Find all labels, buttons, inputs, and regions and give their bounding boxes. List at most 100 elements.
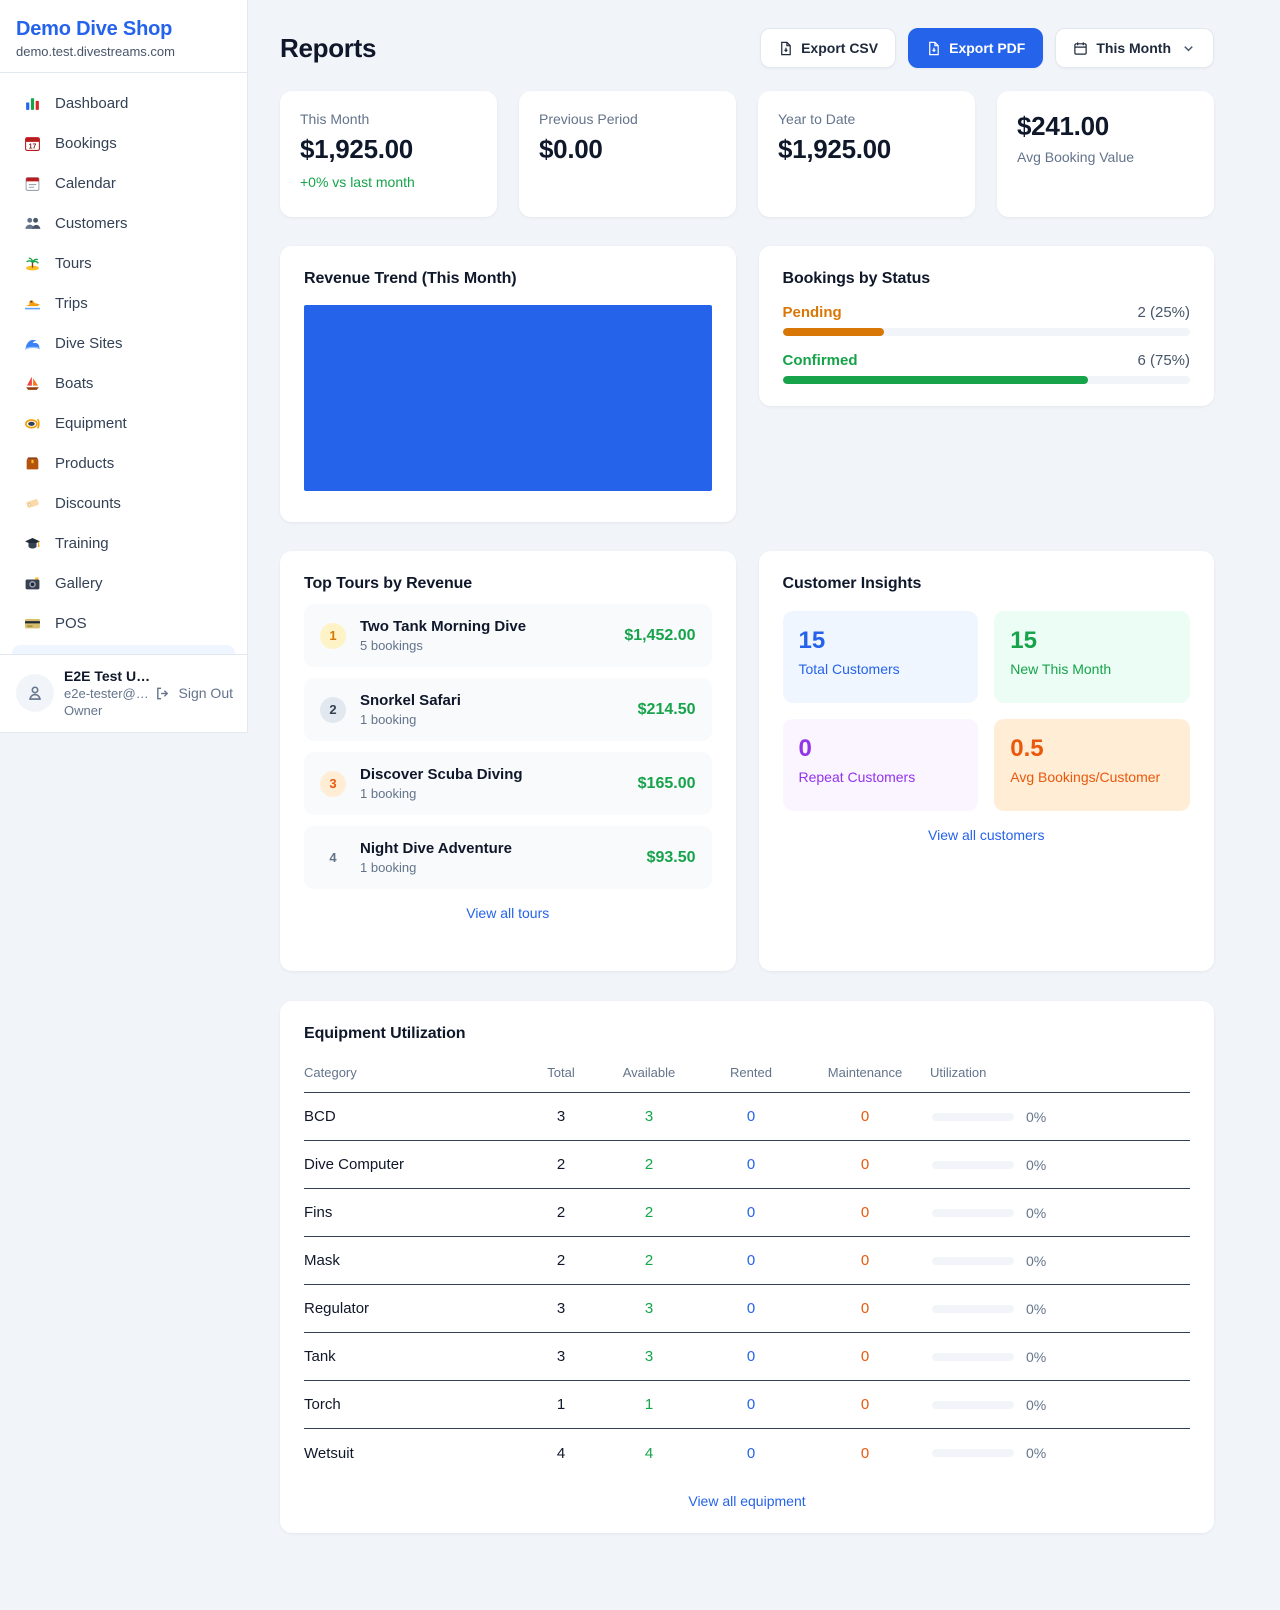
shop-name[interactable]: Demo Dive Shop (16, 18, 173, 40)
table-row: BCD 3 3 0 0 0% (304, 1093, 1190, 1141)
sidebar-nav: Dashboard 17 Bookings Calendar Customers Tour… (0, 73, 247, 643)
sidebar-item-label: Products (55, 454, 115, 472)
export-pdf-label: Export PDF (949, 40, 1026, 56)
tour-bookings: 1 booking (360, 712, 417, 727)
sidebar-item-calendar[interactable]: Calendar (12, 163, 235, 203)
cell-rented: 0 (746, 1300, 756, 1317)
table-row: Torch 1 1 0 0 0% (304, 1381, 1190, 1429)
tour-item-night-dive-adventure: 4 Night Dive Adventure 1 booking $93.50 (304, 826, 712, 889)
tour-item-two-tank-morning-dive: 1 Two Tank Morning Dive 5 bookings $1,452.0… (304, 604, 712, 667)
sidebar-item-reports-active-partial[interactable] (12, 645, 235, 654)
sidebar-item-discounts[interactable]: Discounts (12, 483, 235, 523)
sidebar-item-pos[interactable]: POS (12, 603, 235, 643)
utilization-percent: 0% (1026, 1396, 1047, 1413)
island-icon (22, 254, 42, 272)
stat-label: This Month (300, 111, 370, 127)
sidebar-item-dashboard[interactable]: Dashboard (12, 83, 235, 123)
sidebar-item-label: Dashboard (55, 94, 129, 112)
charts-row: Revenue Trend (This Month) Bookings by S… (280, 246, 1214, 522)
export-pdf-button[interactable]: Export PDF (908, 28, 1044, 68)
status-row-confirmed: Confirmed 6 (75%) (782, 352, 1190, 384)
tile-value: 0 (798, 735, 812, 762)
utilization-percent: 0% (1026, 1108, 1047, 1125)
view-all-customers-link[interactable]: View all customers (928, 827, 1045, 843)
export-csv-label: Export CSV (801, 40, 879, 56)
rank-badge: 2 (320, 696, 346, 723)
sidebar-item-dive-sites[interactable]: Dive Sites (12, 323, 235, 363)
sidebar-item-gallery[interactable]: Gallery (12, 563, 235, 603)
insight-tile-new-this-month: 15 New This Month (994, 611, 1190, 703)
sidebar-item-training[interactable]: Training (12, 523, 235, 563)
col-header-utilization: Utilization (930, 1065, 987, 1080)
export-csv-button[interactable]: Export CSV (760, 28, 897, 68)
document-download-icon (929, 41, 939, 55)
status-label: Pending (782, 304, 842, 321)
cell-category: Fins (304, 1204, 333, 1221)
rank-badge: 1 (320, 622, 346, 649)
view-all-tours-link[interactable]: View all tours (466, 905, 550, 921)
cell-category: Wetsuit (304, 1444, 354, 1462)
sidebar-item-equipment[interactable]: Equipment (12, 403, 235, 443)
stat-card-avg-booking-value: $241.00 Avg Booking Value (997, 91, 1214, 217)
tour-info: Two Tank Morning Dive 5 bookings (360, 618, 526, 653)
insight-tile-repeat-customers: 0 Repeat Customers (782, 719, 979, 811)
bookings-by-status-card: Bookings by Status Pending 2 (25%) Confirm… (758, 246, 1214, 406)
sidebar-item-label: Dive Sites (55, 334, 123, 352)
sidebar-item-label: Discounts (55, 494, 121, 512)
calendar-date-icon: 17 (22, 134, 42, 152)
camera-icon (22, 574, 42, 592)
cell-rented: 0 (746, 1252, 756, 1269)
tile-label: Repeat Customers (798, 769, 916, 785)
stat-value: $1,925.00 (778, 134, 891, 164)
cell-total: 2 (556, 1156, 566, 1173)
cell-available: 2 (644, 1204, 654, 1221)
cell-utilization: 0% (930, 1157, 1190, 1173)
tile-label: New This Month (1010, 661, 1112, 677)
equipment-utilization-title: Equipment Utilization (304, 1025, 466, 1042)
tile-label: Total Customers (798, 661, 900, 677)
stat-card-year-to-date: Year to Date $1,925.00 (758, 91, 975, 217)
table-row: Fins 2 2 0 0 0% (304, 1189, 1190, 1237)
cell-utilization: 0% (930, 1349, 1190, 1365)
box-icon (22, 454, 42, 472)
cell-available: 3 (644, 1108, 654, 1125)
sign-out-button[interactable]: Sign Out (153, 684, 233, 702)
sidebar-item-boats[interactable]: Boats (12, 363, 235, 403)
col-header-category: Category (304, 1065, 357, 1080)
view-all-equipment-link[interactable]: View all equipment (688, 1493, 806, 1509)
cell-maintenance: 0 (860, 1444, 870, 1462)
stat-value: $241.00 (1017, 111, 1109, 141)
period-dropdown[interactable]: This Month (1055, 28, 1214, 68)
cell-available: 2 (644, 1156, 654, 1173)
status-bar-fill (782, 328, 885, 336)
sidebar-item-products[interactable]: Products (12, 443, 235, 483)
bar-chart-icon (22, 94, 42, 112)
tour-item-snorkel-safari: 2 Snorkel Safari 1 booking $214.50 (304, 678, 712, 741)
header-actions: Export CSV Export PDF This Month (760, 28, 1214, 68)
cell-total: 3 (556, 1348, 566, 1365)
cell-rented: 0 (746, 1396, 756, 1413)
cell-total: 3 (556, 1108, 566, 1125)
cell-category: BCD (304, 1108, 336, 1125)
sidebar-item-customers[interactable]: Customers (12, 203, 235, 243)
cell-available: 3 (644, 1300, 654, 1317)
user-role: Owner (64, 703, 103, 718)
sidebar-item-trips[interactable]: Trips (12, 283, 235, 323)
person-icon (29, 686, 41, 700)
cell-utilization: 0% (930, 1253, 1190, 1269)
tile-value: 15 (798, 627, 826, 654)
utilization-percent: 0% (1026, 1204, 1047, 1221)
utilization-percent: 0% (1026, 1252, 1047, 1269)
sign-out-icon (153, 684, 173, 702)
status-head: Pending 2 (25%) (783, 304, 1191, 321)
sign-out-label: Sign Out (178, 685, 233, 701)
sidebar-item-bookings[interactable]: 17 Bookings (12, 123, 235, 163)
tour-name: Two Tank Morning Dive (360, 618, 527, 635)
stat-value: $1,925.00 (300, 134, 413, 164)
users-icon (22, 214, 42, 232)
insight-tile-avg-bookings-customer: 0.5 Avg Bookings/Customer (994, 719, 1190, 811)
sidebar-item-tours[interactable]: Tours (12, 243, 235, 283)
svg-text:17: 17 (28, 143, 36, 150)
sidebar-item-label: Customers (55, 214, 128, 232)
utilization-bar (932, 1304, 1014, 1313)
